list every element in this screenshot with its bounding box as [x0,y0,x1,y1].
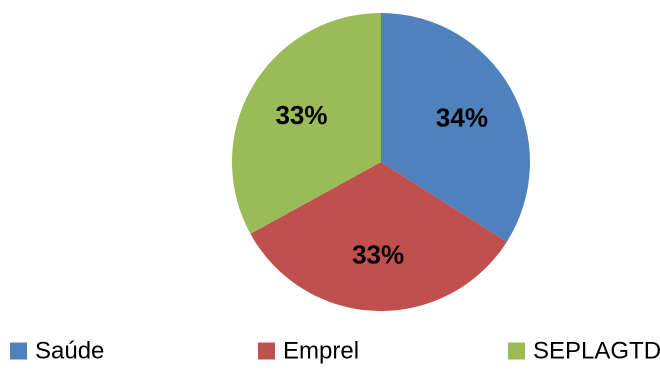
legend-swatch-seplagtd [508,342,525,360]
legend-swatch-emprel [258,342,275,360]
legend-item-emprel: Emprel [258,338,359,365]
pie-slice-saude [381,13,530,242]
legend-item-saude: Saúde [10,338,104,365]
legend-swatch-saude [10,342,27,360]
legend-label-saude: Saúde [35,338,104,365]
pie-slice-seplagtd [232,13,381,234]
data-label-emprel: 33% [352,239,404,269]
pie-slices [232,13,530,311]
legend-item-seplagtd: SEPLAGTD [508,338,660,365]
data-label-seplagtd: 33% [275,100,327,130]
legend-label-emprel: Emprel [283,338,359,365]
pie-slice-emprel [250,162,507,311]
legend-label-seplagtd: SEPLAGTD [533,338,660,365]
data-label-saude: 34% [436,102,488,132]
legend: Saúde Emprel SEPLAGTD [10,338,660,365]
pie-data-labels: 34% 33% 33% [275,100,488,269]
